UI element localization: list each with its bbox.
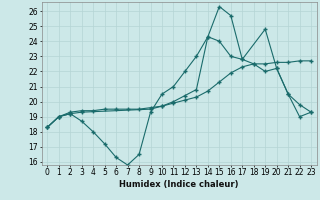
X-axis label: Humidex (Indice chaleur): Humidex (Indice chaleur) [119, 180, 239, 189]
